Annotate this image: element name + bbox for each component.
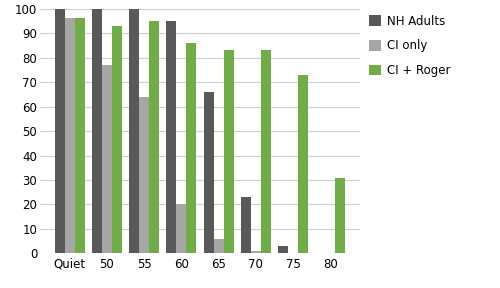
Bar (54, 9, 64, 253)
Bar (149, 21, 159, 253)
Bar (298, 75, 308, 253)
Bar (186, 43, 196, 253)
Bar (261, 50, 271, 253)
Bar (102, 65, 112, 253)
Bar (176, 204, 186, 253)
Bar (214, 239, 224, 253)
Bar (224, 50, 234, 253)
Bar (129, 9, 139, 253)
Bar (64, 18, 74, 253)
Bar (74, 18, 85, 253)
Bar (112, 26, 122, 253)
Bar (139, 97, 149, 253)
Bar (204, 92, 214, 253)
Legend: NH Adults, CI only, CI + Roger: NH Adults, CI only, CI + Roger (369, 14, 450, 77)
Bar (278, 246, 288, 253)
Bar (241, 197, 251, 253)
Bar (336, 177, 345, 253)
Bar (92, 9, 102, 253)
Bar (166, 21, 176, 253)
Bar (251, 251, 261, 253)
